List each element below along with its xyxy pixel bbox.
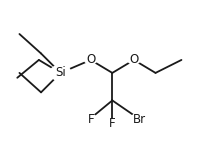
Circle shape [106, 119, 118, 128]
Circle shape [84, 54, 97, 64]
Circle shape [127, 54, 140, 64]
Circle shape [50, 65, 71, 81]
Text: Si: Si [55, 66, 66, 79]
Circle shape [85, 115, 97, 124]
Text: Br: Br [133, 113, 146, 126]
Text: F: F [109, 117, 116, 130]
Circle shape [131, 113, 148, 125]
Text: O: O [129, 53, 138, 66]
Text: F: F [87, 113, 94, 126]
Text: O: O [86, 53, 95, 66]
